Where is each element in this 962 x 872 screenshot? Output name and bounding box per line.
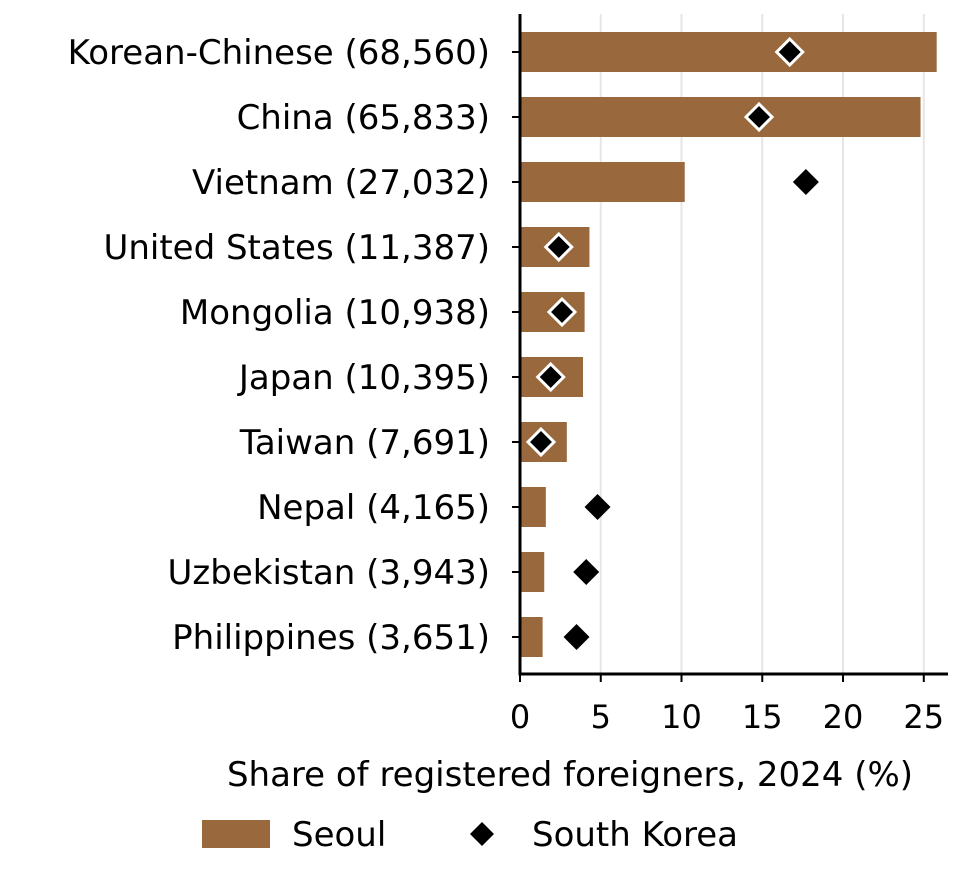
marker-korean-chinese	[774, 36, 805, 68]
legend-marker-south-korea	[470, 822, 494, 846]
marker-united-states	[543, 231, 574, 263]
category-label-taiwan: Taiwan (7,691)	[239, 423, 490, 463]
bar-uzbekistan	[520, 552, 545, 592]
legend: Seoul South Korea	[202, 815, 738, 855]
marker-nepal	[584, 494, 611, 520]
marker-china	[743, 101, 775, 133]
category-labels: Korean-Chinese (68,560) China (65,833) Vie…	[68, 33, 490, 658]
bar-vietnam	[520, 162, 685, 202]
marker-japan	[535, 361, 566, 393]
category-label-nepal: Nepal (4,165)	[257, 488, 490, 528]
category-label-mongolia: Mongolia (10,938)	[180, 293, 490, 333]
x-tick-label-25: 25	[903, 698, 944, 736]
legend-label-south-korea: South Korea	[532, 815, 738, 855]
category-label-japan: Japan (10,395)	[237, 358, 490, 398]
bar-nepal	[520, 487, 546, 527]
marker-mongolia	[546, 296, 578, 328]
marker-uzbekistan	[573, 559, 600, 585]
x-tick-labels: 0 5 10 15 20 25	[510, 698, 944, 736]
x-tick-label-0: 0	[510, 698, 530, 736]
category-label-korean-chinese: Korean-Chinese (68,560)	[68, 33, 490, 73]
axes	[512, 14, 948, 682]
bar-philippines	[520, 617, 543, 657]
category-label-vietnam: Vietnam (27,032)	[192, 163, 490, 203]
category-label-philippines: Philippines (3,651)	[172, 618, 490, 658]
marker-philippines	[563, 624, 590, 650]
south-korea-markers	[525, 36, 819, 650]
bar-china	[520, 97, 921, 137]
marker-vietnam	[792, 169, 819, 195]
x-tick-label-20: 20	[823, 698, 864, 736]
legend-swatch-seoul	[202, 820, 270, 848]
x-tick-label-5: 5	[591, 698, 611, 736]
x-tick-label-15: 15	[742, 698, 783, 736]
category-label-uzbekistan: Uzbekistan (3,943)	[168, 553, 490, 593]
category-label-china: China (65,833)	[237, 98, 490, 138]
seoul-bars	[520, 32, 937, 657]
bar-korean-chinese	[520, 32, 937, 72]
legend-label-seoul: Seoul	[292, 815, 386, 855]
x-tick-label-10: 10	[661, 698, 702, 736]
x-axis-title: Share of registered foreigners, 2024 (%)	[227, 755, 913, 795]
marker-taiwan	[525, 426, 557, 458]
category-label-united-states: United States (11,387)	[103, 228, 490, 268]
